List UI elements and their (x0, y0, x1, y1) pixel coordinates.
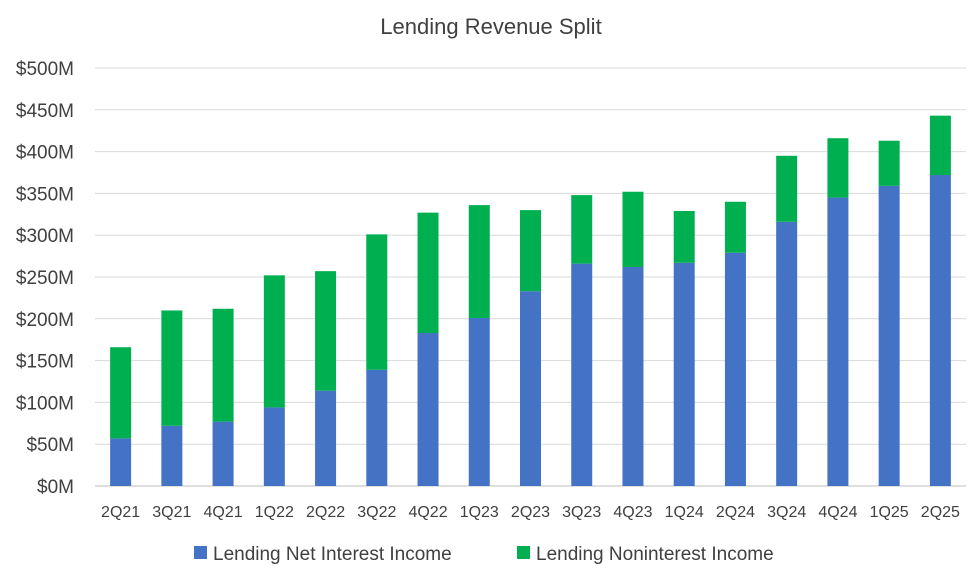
x-tick-label: 2Q22 (306, 504, 345, 521)
bar-noninterest-1Q23 (468, 205, 490, 318)
bar-noninterest-2Q22 (315, 271, 337, 391)
y-tick-label: $450M (16, 101, 74, 122)
y-tick-label: $250M (16, 268, 74, 289)
y-tick-label: $150M (16, 352, 74, 373)
chart-title: Lending Revenue Split (380, 14, 601, 39)
bar-noninterest-2Q21 (110, 347, 132, 439)
x-tick-label: 1Q24 (665, 504, 704, 521)
bars (110, 115, 951, 486)
x-tick-label: 3Q24 (767, 504, 806, 521)
x-tick-label: 4Q21 (204, 504, 243, 521)
bar-noninterest-1Q22 (263, 275, 285, 408)
bar-net-interest-4Q23 (622, 266, 644, 486)
x-tick-label: 1Q23 (460, 504, 499, 521)
bar-noninterest-2Q25 (929, 115, 951, 176)
bar-noninterest-4Q21 (212, 308, 234, 422)
x-tick-label: 2Q23 (511, 504, 550, 521)
x-tick-label: 3Q23 (562, 504, 601, 521)
bar-net-interest-2Q24 (724, 252, 746, 486)
y-tick-label: $200M (16, 310, 74, 331)
bar-net-interest-3Q24 (776, 221, 798, 486)
bar-noninterest-4Q22 (417, 212, 439, 334)
y-tick-label: $500M (16, 59, 74, 80)
y-tick-label: $100M (16, 393, 74, 414)
x-tick-label: 3Q21 (152, 504, 191, 521)
legend-swatch-net-interest (194, 546, 207, 559)
x-tick-label: 2Q24 (716, 504, 755, 521)
bar-noninterest-4Q23 (622, 191, 644, 267)
bar-noninterest-1Q25 (878, 140, 900, 186)
x-tick-label: 4Q23 (613, 504, 652, 521)
bar-noninterest-3Q24 (776, 155, 798, 222)
bar-net-interest-1Q25 (878, 185, 900, 486)
bar-net-interest-3Q22 (366, 369, 388, 486)
x-tick-label: 1Q25 (870, 504, 909, 521)
bar-net-interest-2Q23 (520, 291, 541, 486)
legend-label-noninterest: Lending Noninterest Income (536, 544, 774, 565)
bar-noninterest-3Q23 (571, 195, 593, 264)
bar-net-interest-1Q23 (468, 317, 490, 486)
bar-noninterest-1Q24 (673, 210, 695, 263)
legend-label-net-interest: Lending Net Interest Income (213, 544, 452, 565)
bar-net-interest-1Q24 (673, 262, 695, 486)
y-tick-label: $0M (37, 477, 74, 498)
bar-net-interest-3Q23 (571, 263, 593, 486)
x-tick-label: 4Q22 (408, 504, 447, 521)
bar-noninterest-3Q22 (366, 234, 388, 370)
bar-net-interest-2Q21 (110, 438, 132, 486)
bar-noninterest-2Q23 (520, 210, 541, 292)
legend-swatch-noninterest (517, 546, 530, 559)
y-tick-label: $300M (16, 226, 74, 247)
bar-net-interest-4Q21 (212, 421, 234, 486)
bar-net-interest-4Q22 (417, 333, 439, 486)
y-tick-label: $350M (16, 184, 74, 205)
x-tick-label: 2Q25 (921, 504, 960, 521)
legend: Lending Net Interest Income Lending Noni… (194, 544, 774, 565)
y-tick-label: $50M (26, 435, 74, 456)
bar-net-interest-3Q21 (161, 425, 183, 486)
bar-net-interest-1Q22 (263, 407, 285, 486)
x-axis-ticks: 2Q21 3Q21 4Q21 1Q22 2Q22 3Q22 4Q22 1Q23 2Q23 3Q23… (101, 504, 960, 521)
bar-net-interest-2Q22 (315, 390, 337, 486)
bar-net-interest-4Q24 (827, 197, 849, 486)
bar-noninterest-2Q24 (724, 201, 746, 253)
bar-net-interest-2Q25 (929, 175, 951, 486)
y-axis-ticks: $0M $50M $100M $150M $200M $250M $300M $350M $40… (16, 59, 74, 498)
bar-noninterest-3Q21 (161, 310, 183, 426)
x-tick-label: 2Q21 (101, 504, 140, 521)
y-tick-label: $400M (16, 143, 74, 164)
x-tick-label: 3Q22 (357, 504, 396, 521)
x-tick-label: 1Q22 (255, 504, 294, 521)
x-tick-label: 4Q24 (818, 504, 857, 521)
bar-noninterest-4Q24 (827, 138, 849, 198)
